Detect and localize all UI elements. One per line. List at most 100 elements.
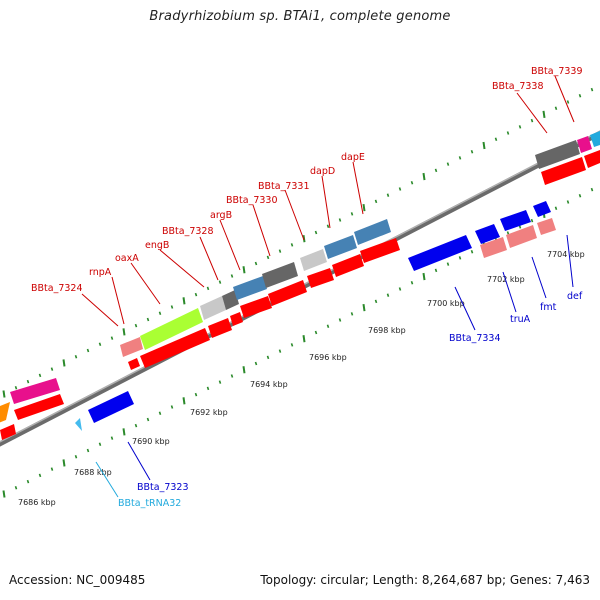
cds-7 bbox=[240, 296, 272, 318]
cds-11 bbox=[360, 238, 400, 263]
inner-tick-27 bbox=[326, 324, 330, 329]
inner-tick-22 bbox=[266, 355, 270, 360]
inner-tick-21 bbox=[254, 361, 258, 366]
outer-tick-43 bbox=[518, 125, 522, 129]
inner-tick-31 bbox=[374, 299, 378, 304]
outer-tick-19 bbox=[230, 274, 234, 278]
gene-BBta_7323 bbox=[88, 391, 134, 423]
outer-tick-34 bbox=[410, 181, 414, 185]
inner-tick-8 bbox=[98, 442, 102, 447]
label-BBta_tRNA32: BBta_tRNA32 bbox=[118, 498, 181, 509]
inner-tick-1 bbox=[14, 486, 18, 490]
outer-tick-9 bbox=[110, 336, 114, 340]
cds-2 bbox=[14, 394, 64, 420]
cds-6 bbox=[230, 312, 243, 326]
gene-cyan bbox=[590, 131, 600, 147]
inner-tick-30 bbox=[362, 303, 366, 312]
inner-tick-33 bbox=[398, 287, 402, 291]
inner-tick-14 bbox=[170, 405, 174, 409]
outer-tick-6 bbox=[74, 354, 78, 359]
inner-tick-36 bbox=[434, 268, 438, 273]
cds-13 bbox=[584, 150, 600, 168]
outer-tick-29 bbox=[350, 212, 354, 216]
cds-1 bbox=[0, 424, 16, 440]
map-title: Bradyrhizobium sp. BTAi1, complete genom… bbox=[149, 9, 451, 24]
cds-8 bbox=[268, 280, 307, 306]
outer-tick-44 bbox=[530, 118, 534, 123]
label-BBta_7330: BBta_7330 bbox=[226, 195, 278, 206]
outer-tick-4 bbox=[50, 367, 54, 371]
inner-tick-26 bbox=[314, 330, 318, 335]
label-BBta_7323: BBta_7323 bbox=[137, 482, 189, 493]
gene-BBta_7331 bbox=[300, 249, 327, 271]
cds-4 bbox=[140, 328, 210, 368]
gene-BBta_7334 bbox=[408, 235, 472, 271]
inner-tick-39 bbox=[470, 249, 474, 254]
outer-tick-11 bbox=[134, 323, 138, 328]
inner-tick-12 bbox=[146, 417, 150, 422]
cds-5 bbox=[208, 318, 232, 338]
label-BBta_7334: BBta_7334 bbox=[449, 333, 501, 344]
inner-tick-24 bbox=[290, 343, 294, 347]
tick-label-7686: 7686 kbp bbox=[18, 498, 56, 507]
inner-tick-16 bbox=[194, 392, 198, 397]
gene-dapD bbox=[324, 235, 357, 259]
gene-blue-3 bbox=[500, 210, 531, 231]
outer-tick-21 bbox=[254, 261, 258, 266]
outer-tick-36 bbox=[434, 168, 438, 173]
inner-tick-18 bbox=[218, 380, 222, 384]
inner-tick-10 bbox=[122, 428, 126, 436]
tick-label-7696: 7696 kbp bbox=[309, 353, 347, 362]
forward-gene-labels: BBta_7324 rnpA oaxA engB BBta_7328 argB … bbox=[31, 66, 583, 294]
gene-BBta_7338 bbox=[535, 140, 580, 169]
gene-oaxA bbox=[140, 308, 203, 350]
outer-tick-8 bbox=[98, 342, 102, 347]
outer-tick-47 bbox=[566, 100, 570, 104]
inner-tick-34 bbox=[410, 281, 414, 285]
label-engB: engB bbox=[145, 240, 169, 251]
label-BBta_7328: BBta_7328 bbox=[162, 226, 214, 237]
reverse-gene-labels: BBta_7323 BBta_7334 truA fmt def bbox=[137, 291, 583, 493]
outer-tick-28 bbox=[338, 218, 342, 222]
genome-summary-text: Topology: circular; Length: 8,264,687 bp… bbox=[260, 573, 590, 587]
gene-pink bbox=[10, 378, 60, 404]
tick-label-7690: 7690 kbp bbox=[132, 437, 170, 446]
outer-tick-15 bbox=[182, 297, 186, 305]
label-BBta_7338: BBta_7338 bbox=[492, 81, 544, 92]
outer-tick-46 bbox=[554, 106, 558, 110]
outer-tick-27 bbox=[326, 224, 330, 229]
outer-tick-18 bbox=[218, 280, 222, 284]
tick-label-7688: 7688 kbp bbox=[74, 468, 112, 477]
gene-BBta_7328 bbox=[222, 290, 239, 310]
inner-tick-38 bbox=[458, 256, 462, 260]
tick-label-7704: 7704 kbp bbox=[547, 250, 585, 259]
outer-tick-26 bbox=[314, 230, 318, 235]
outer-tick-30 bbox=[362, 203, 366, 212]
inner-tick-32 bbox=[386, 293, 390, 297]
outer-tick-49 bbox=[590, 87, 594, 92]
label-argB: argB bbox=[210, 210, 232, 221]
label-oaxA: oaxA bbox=[115, 253, 139, 264]
outer-tick-35 bbox=[422, 172, 426, 181]
label-BBta_7324: BBta_7324 bbox=[31, 283, 83, 294]
inner-tick-35 bbox=[422, 272, 426, 281]
inner-tick-37 bbox=[446, 262, 450, 266]
reverse-genes bbox=[75, 201, 556, 431]
inner-tick-20 bbox=[242, 366, 246, 374]
inner-tick-25 bbox=[302, 335, 306, 343]
tick-label-7692: 7692 kbp bbox=[190, 408, 228, 417]
inner-tick-48 bbox=[578, 194, 582, 198]
outer-tick-track bbox=[2, 87, 594, 398]
outer-tick-24 bbox=[290, 243, 294, 247]
cds-9 bbox=[307, 268, 334, 288]
gene-BBta_7339 bbox=[577, 136, 592, 153]
gene-dapE bbox=[354, 219, 391, 245]
label-dapD: dapD bbox=[310, 166, 335, 177]
inner-tick-7 bbox=[86, 448, 90, 453]
inner-tick-0 bbox=[2, 490, 6, 498]
inner-tick-44 bbox=[530, 218, 534, 223]
label-BBta_7331: BBta_7331 bbox=[258, 181, 310, 192]
outer-tick-39 bbox=[470, 149, 474, 154]
outer-tick-2 bbox=[26, 379, 30, 384]
outer-tick-12 bbox=[146, 317, 150, 322]
